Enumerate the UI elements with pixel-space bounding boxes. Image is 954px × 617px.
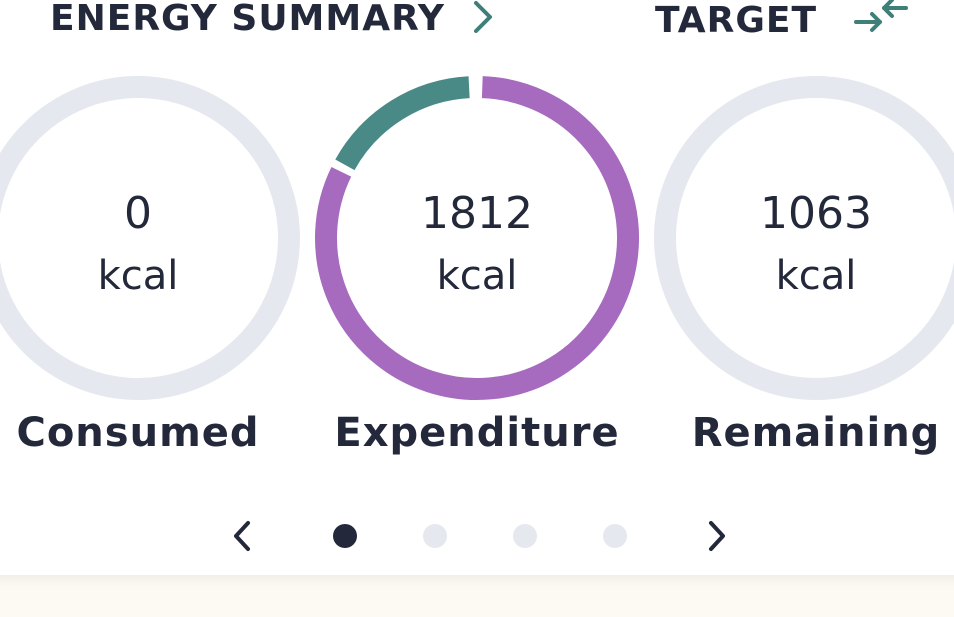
section-title[interactable]: ENERGY SUMMARY — [50, 0, 445, 39]
ring-value: 1063 — [760, 188, 872, 239]
rings: 0 kcal Consumed 1812 kcal Expenditure 1063 kcal… — [16, 188, 941, 456]
swap-icon[interactable] — [854, 0, 908, 32]
ring-label: Expenditure — [334, 410, 619, 456]
page-dot[interactable] — [423, 524, 447, 548]
card — [0, 0, 954, 575]
ring-unit: kcal — [437, 253, 518, 299]
ring-unit: kcal — [98, 253, 179, 299]
prev-button[interactable] — [234, 521, 250, 551]
page-dot[interactable] — [513, 524, 537, 548]
page-dot[interactable] — [603, 524, 627, 548]
ring-value: 0 — [124, 188, 152, 239]
ring-label: Consumed — [16, 410, 259, 456]
ring-segment — [315, 76, 639, 401]
ring — [654, 76, 954, 400]
title-chevron[interactable] — [474, 1, 492, 33]
next-button[interactable] — [709, 521, 725, 551]
ring-segment — [335, 76, 470, 171]
ring — [0, 76, 300, 400]
target-label[interactable]: TARGET — [655, 0, 817, 41]
ring-label: Remaining — [692, 410, 941, 456]
ring-unit: kcal — [776, 253, 857, 299]
ring-value: 1812 — [421, 188, 533, 239]
page-dot-active[interactable] — [333, 524, 357, 548]
